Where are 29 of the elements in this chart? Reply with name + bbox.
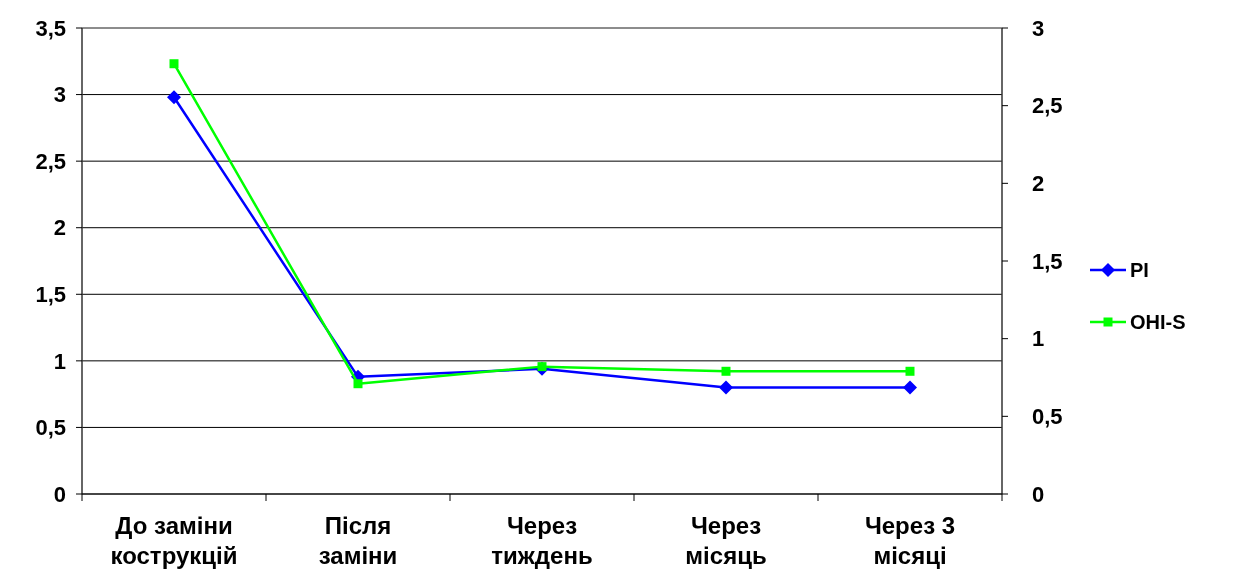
y2-tick-label: 2 [1032, 171, 1045, 197]
point [905, 366, 915, 376]
x-tick-label: Через тиждень [491, 512, 593, 569]
point [353, 379, 363, 389]
y-tick-label: 0 [53, 481, 66, 507]
point [169, 59, 179, 69]
point [903, 380, 917, 395]
point [719, 380, 733, 395]
y2-tick-label: 2,5 [1032, 93, 1063, 119]
x-tick-label: Через місяць [685, 512, 767, 569]
y2-tick-label: 1 [1032, 326, 1045, 352]
y-tick-label: 1,5 [35, 281, 66, 307]
y-tick-label: 1 [53, 348, 66, 374]
x-tick-label: До заміни кострукцій [110, 512, 238, 569]
x-tick-label: Через 3 місяці [864, 512, 956, 569]
y-tick-label: 0,5 [35, 415, 66, 441]
y-tick-label: 3,5 [35, 15, 66, 41]
point [721, 366, 731, 376]
y2-tick-label: 1,5 [1032, 248, 1063, 274]
y2-tick-label: 0,5 [1032, 404, 1063, 430]
y-tick-label: 2,5 [35, 148, 66, 174]
y2-tick-label: 0 [1032, 481, 1045, 507]
y2-tick-label: 3 [1032, 15, 1045, 41]
y-tick-label: 3 [53, 82, 66, 108]
x-tick-label: Після заміни [318, 512, 398, 569]
legend-label: PI [1130, 259, 1149, 281]
legend-label: OHI-S [1130, 311, 1186, 333]
y-tick-label: 2 [53, 215, 66, 241]
point [167, 90, 181, 105]
